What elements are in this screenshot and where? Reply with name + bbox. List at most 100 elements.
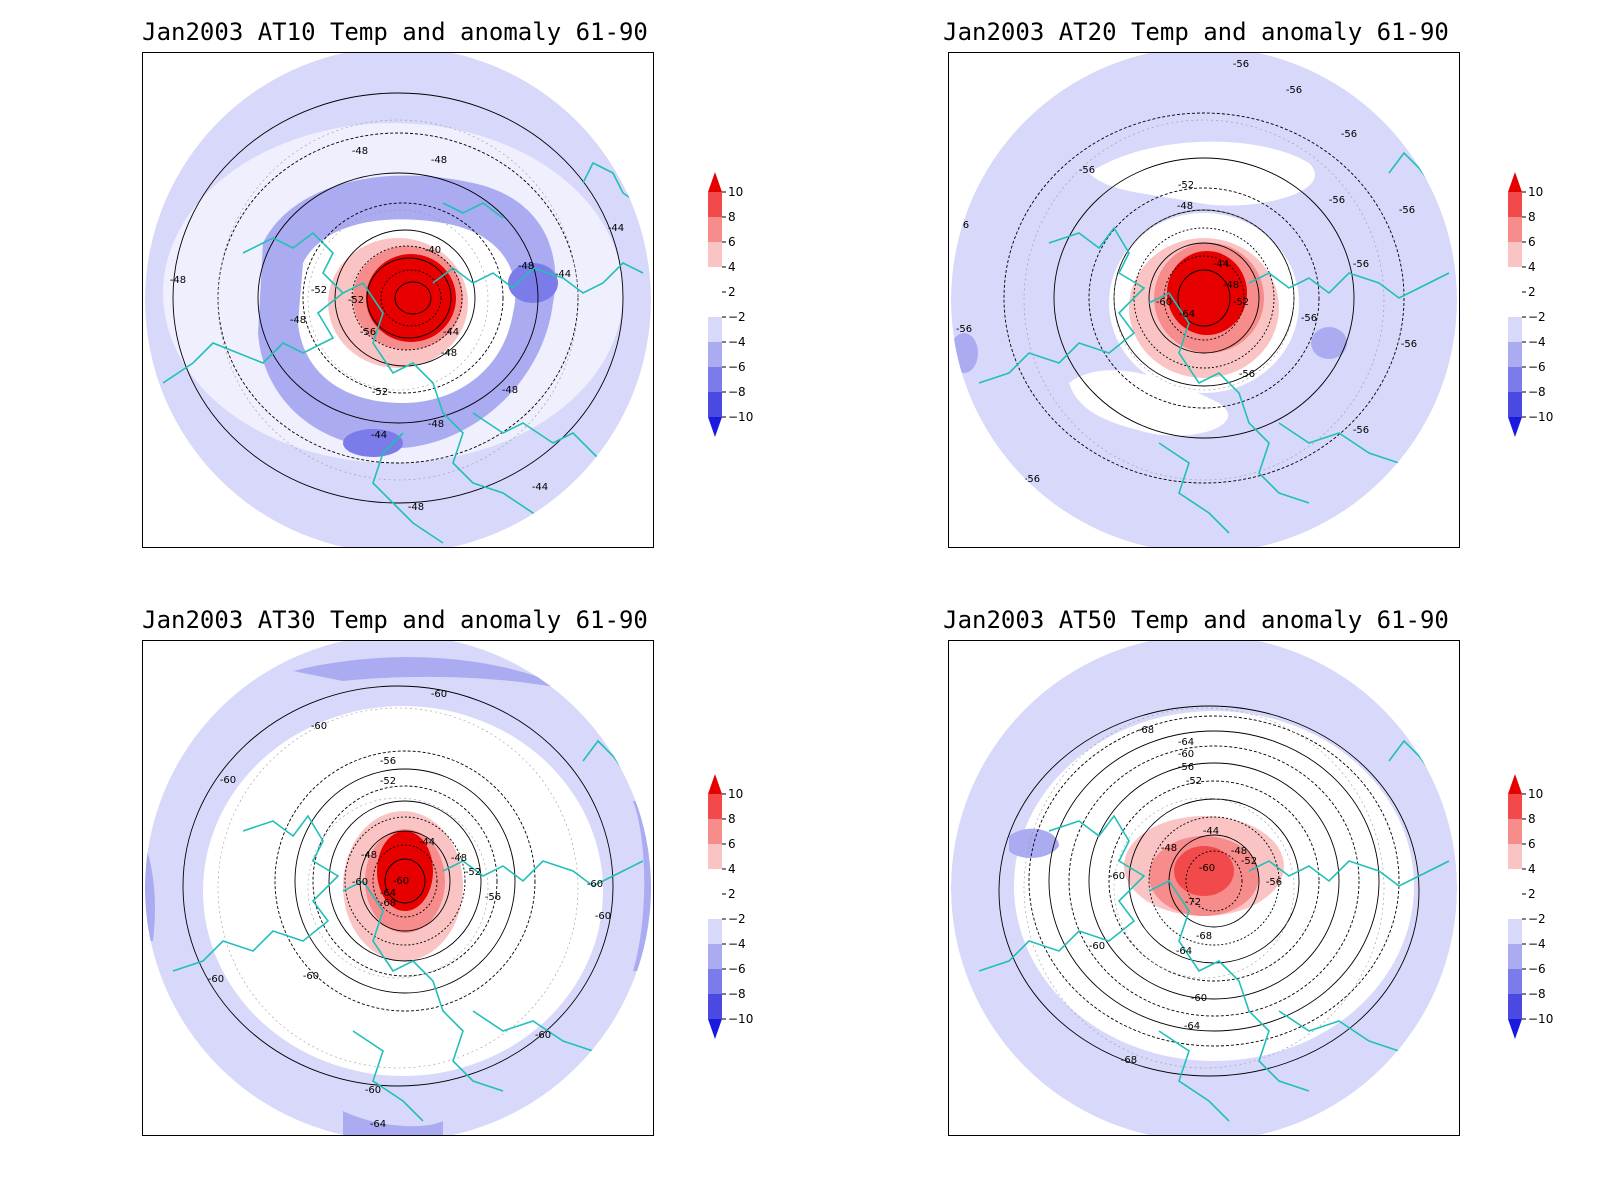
contour-label: -68: [1121, 1055, 1137, 1066]
contour-label: -48: [1161, 843, 1177, 854]
colorbar-segment: [708, 267, 722, 292]
contour-label: -52: [380, 776, 396, 787]
contour-label: -64: [1179, 309, 1195, 320]
contour-label: -48: [170, 275, 186, 286]
colorbar-label: 2: [1528, 285, 1536, 299]
colorbar-segment: [708, 292, 722, 317]
colorbar-label: −2: [1528, 912, 1546, 926]
contour-label: -60: [311, 721, 327, 732]
map-at30: -60 -60 -60 -56 -52 -44 -48 -48 -52 -60 …: [142, 640, 654, 1136]
contour-label: -48: [441, 348, 457, 359]
colorbar-segment: [708, 342, 722, 367]
contour-label: -56: [485, 892, 501, 903]
colorbar-segment: [708, 242, 722, 267]
colorbar-label: 2: [728, 285, 736, 299]
colorbar-label: −10: [1528, 1012, 1553, 1026]
colorbar-segment: [1508, 367, 1522, 392]
map-svg-at10: -48 -48 -40 -48 -44 -48 -52 -52 -48 -56 …: [145, 53, 651, 547]
contour-label: -40: [425, 245, 441, 256]
colorbar-segment: [1508, 969, 1522, 994]
contour-label: -44: [371, 430, 387, 441]
contour-label: -44: [555, 269, 571, 280]
colorbar-at20: 10 8 6 4 2 −2 −4 −6 −8 −10: [1502, 170, 1582, 460]
contour-label: -60: [303, 971, 319, 982]
colorbar-at30: 10 8 6 4 2 −2 −4 −6 −8 −10: [702, 772, 782, 1062]
contour-label: -56: [1353, 259, 1369, 270]
contour-label: -60: [352, 877, 368, 888]
contour-label: -60: [535, 1030, 551, 1041]
colorbar-label: −8: [728, 987, 746, 1001]
colorbar-label: 6: [1528, 235, 1536, 249]
colorbar-label: −6: [728, 360, 746, 374]
colorbar-label: 2: [1528, 887, 1536, 901]
contour-label: -56: [380, 756, 396, 767]
contour-label: -60: [1199, 863, 1215, 874]
contour-label: -60: [220, 775, 236, 786]
colorbar-label: 8: [728, 210, 736, 224]
colorbar-segment: [708, 392, 722, 417]
contour-label: -52: [1186, 776, 1202, 787]
contour-label: -48: [352, 146, 368, 157]
colorbar-arrow-top: [708, 774, 722, 794]
colorbar-label: −4: [1528, 335, 1546, 349]
contour-label: -64: [1184, 1021, 1200, 1032]
map-svg-at30: -60 -60 -60 -56 -52 -44 -48 -48 -52 -60 …: [145, 641, 651, 1135]
colorbar-label: 8: [1528, 210, 1536, 224]
contour-label: -52: [1233, 297, 1249, 308]
contour-label: -60: [587, 879, 603, 890]
contour-label: -48: [451, 853, 467, 864]
colorbar-segment: [708, 317, 722, 342]
map-at20: -56 -56 -56 -56 -52 -48 -56 -56 -56 -56 …: [948, 52, 1460, 548]
colorbar-label: −10: [728, 410, 753, 424]
colorbar-segment: [1508, 342, 1522, 367]
colorbar-segment: [708, 794, 722, 819]
colorbar-label: 8: [1528, 812, 1536, 826]
colorbar-segment: [1508, 869, 1522, 894]
colorbar-label: 8: [728, 812, 736, 826]
colorbar-segment: [1508, 894, 1522, 919]
contour-labels: -48 -48 -40 -48 -44 -48 -52 -52 -48 -56 …: [170, 146, 624, 513]
contour-label: -56: [1301, 313, 1317, 324]
panel-title-at50: Jan2003 AT50 Temp and anomaly 61-90: [943, 606, 1449, 634]
contour-label: -56: [1079, 165, 1095, 176]
contour-label: -52: [311, 285, 327, 296]
contour-labels: -56 -56 -56 -56 -52 -48 -56 -56 -56 -56 …: [953, 59, 1417, 485]
contour-label: -60: [431, 689, 447, 700]
contour-label: -56: [1024, 474, 1040, 485]
contour-label: -64: [380, 888, 396, 899]
contour-label: -48: [502, 385, 518, 396]
colorbar-segment: [1508, 192, 1522, 217]
colorbar-arrow-bottom: [1508, 417, 1522, 437]
contour-label: -60: [1156, 297, 1172, 308]
contour-label: -48: [518, 261, 534, 272]
contour-label: -52: [348, 295, 364, 306]
colorbar-arrow-top: [708, 172, 722, 192]
contour-label: -56: [1399, 205, 1415, 216]
contour-label: -56: [1353, 425, 1369, 436]
colorbar-label: −6: [1528, 360, 1546, 374]
colorbar-segment: [1508, 267, 1522, 292]
colorbar-svg: 10 8 6 4 2 −2 −4 −6 −8 −10: [1508, 172, 1553, 437]
colorbar-label: 10: [728, 787, 743, 801]
contour-label: -48: [1223, 280, 1239, 291]
contour-label: -60: [1109, 871, 1125, 882]
contour-label: -48: [431, 155, 447, 166]
contour-label: -56: [1233, 59, 1249, 70]
colorbar-label: 10: [1528, 185, 1543, 199]
contour-label: -56: [1286, 85, 1302, 96]
colorbar-arrow-bottom: [708, 1019, 722, 1039]
colorbar-arrow-bottom: [1508, 1019, 1522, 1039]
colorbar-segment: [708, 969, 722, 994]
colorbar-segment: [708, 919, 722, 944]
contour-label: -56: [360, 327, 376, 338]
colorbar-label: 10: [728, 185, 743, 199]
contour-label: -44: [443, 327, 459, 338]
colorbar-label: −4: [728, 937, 746, 951]
colorbar-segment: [1508, 919, 1522, 944]
contour-label: -44: [1213, 259, 1229, 270]
contour-label: -64: [1176, 946, 1192, 957]
colorbar-segment: [1508, 292, 1522, 317]
colorbar-segment: [708, 894, 722, 919]
colorbar-arrow-bottom: [708, 417, 722, 437]
contour-label: -52: [1241, 856, 1257, 867]
